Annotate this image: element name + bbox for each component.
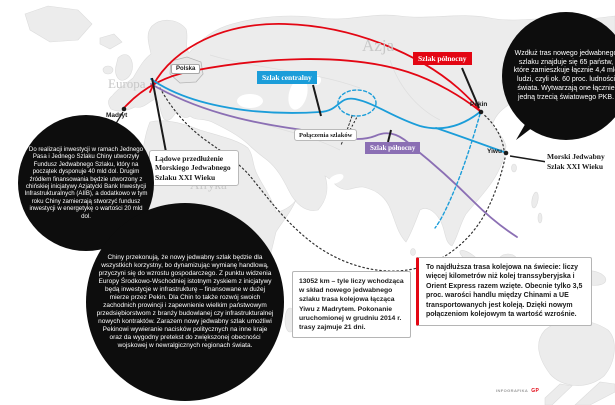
pointer-connections-label [349,116,358,131]
routes-layer [123,23,518,272]
philippines-shape [531,191,539,209]
southern-route-purple [150,83,518,238]
maritime-route-dotted [159,87,506,272]
blue-dashed-south [434,113,481,229]
pointer-southern-label [387,129,392,143]
iceland-shape [99,33,123,50]
beijing-dot [478,109,484,115]
route-label-land-extension: Lądowe przedłużenie Morskiego Jedwabnego… [149,150,239,187]
sea-layer [237,75,344,184]
newzealand-shape [544,383,573,405]
infobox-rail-route: 13052 km – tyle liczy wchodząca w skład … [292,271,411,339]
srilanka-shape [410,248,416,256]
taiwan-shape [511,163,517,173]
madrid-dot [121,106,127,112]
australia-shape [538,319,615,386]
northern-route-red-arc [149,23,481,112]
eurasia-shape [108,14,615,247]
pointer-northern-label [461,67,480,109]
greenland-shape [24,5,93,43]
route-label-maritime: Morski Jedwabny Szlak XXI Wieku [545,150,615,174]
callout-benefits: Chiny przekonują, że nowy jedwabny szlak… [86,203,284,401]
black-sea [237,94,263,108]
central-route-blue [150,78,481,130]
callout-funding: Do realizacji inwestycji w ramach Jedneg… [18,115,154,251]
pointer-land-extension [151,77,167,153]
city-label-beijing: Pekin [470,101,488,108]
country-label-poland: Polska [171,64,201,74]
newzealand-shape-2 [574,381,615,405]
northern-route-red-main [123,58,481,112]
route-label-northern: Szlak północny [413,52,472,65]
pointer-maritime-label [509,155,548,163]
persian-gulf [328,174,344,184]
route-label-central: Szlak centralny [257,71,317,84]
city-dots [121,106,509,156]
callout-stats: Wzdłuż tras nowego jedwabnego szlaku zna… [502,12,615,140]
philippines-shape-2 [537,212,543,224]
yiwu-dot [503,150,509,156]
britain-shape [115,54,133,81]
route-junction-loop [337,89,377,117]
region-label-europe: Europa [108,76,146,91]
pointer-central-label [312,84,322,117]
publisher-logo: GP [531,388,540,394]
city-label-madrid: Madryt [106,112,128,119]
region-label-asia: Azja [362,36,395,55]
route-label-southern: Szlak północny [365,142,421,154]
city-label-yiwu: Yiwu [487,148,502,155]
caspian-sea [288,78,308,110]
infobox-longest-route: To najdłuższa trasa kolejowa na świecie:… [416,257,592,326]
maritime-route-yiwu-pekin [482,113,505,151]
credit-line: INFOGRAFIKA GP [496,388,539,394]
route-label-connections: Połączenia szlaków [294,129,358,141]
credit-label: INFOGRAFIKA [496,388,529,393]
ireland-shape [102,65,114,75]
